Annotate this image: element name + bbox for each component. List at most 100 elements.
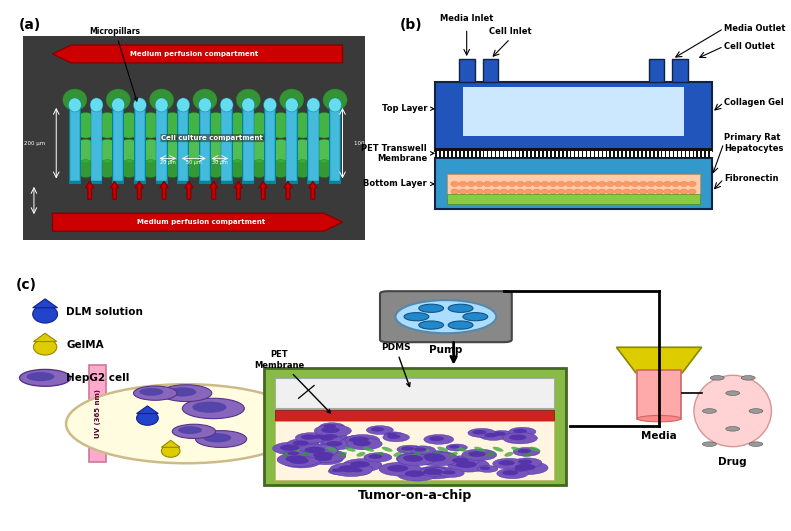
- Circle shape: [449, 445, 460, 449]
- Circle shape: [419, 467, 448, 476]
- Circle shape: [316, 435, 343, 444]
- Circle shape: [192, 401, 226, 413]
- Circle shape: [664, 182, 672, 186]
- FancyArrow shape: [259, 182, 267, 199]
- Circle shape: [313, 434, 326, 439]
- Text: Cell culture compartment: Cell culture compartment: [161, 135, 263, 141]
- Circle shape: [403, 455, 422, 461]
- Circle shape: [404, 313, 429, 321]
- Bar: [178, 105, 188, 182]
- Ellipse shape: [375, 452, 384, 457]
- Ellipse shape: [116, 113, 142, 138]
- Circle shape: [352, 436, 369, 442]
- Bar: [667, 151, 669, 157]
- Ellipse shape: [382, 447, 392, 452]
- Circle shape: [582, 189, 590, 194]
- Circle shape: [517, 449, 531, 453]
- Bar: [286, 105, 297, 182]
- Bar: [481, 151, 483, 157]
- Bar: [580, 151, 582, 157]
- Text: 20 µm: 20 µm: [160, 159, 176, 165]
- Ellipse shape: [246, 113, 272, 138]
- Ellipse shape: [149, 89, 174, 110]
- Circle shape: [702, 409, 717, 413]
- Circle shape: [480, 466, 490, 470]
- Ellipse shape: [193, 89, 217, 110]
- Circle shape: [741, 375, 755, 380]
- Circle shape: [459, 182, 467, 186]
- Circle shape: [416, 452, 459, 466]
- Circle shape: [416, 466, 455, 479]
- Circle shape: [483, 182, 491, 186]
- Bar: [672, 59, 688, 82]
- Bar: [600, 151, 602, 157]
- Circle shape: [623, 189, 630, 194]
- Circle shape: [456, 461, 477, 468]
- Circle shape: [320, 423, 345, 431]
- Bar: [221, 107, 233, 184]
- Circle shape: [282, 455, 321, 468]
- Text: Bottom Layer: Bottom Layer: [363, 179, 433, 189]
- Circle shape: [323, 434, 338, 439]
- Text: 100 µm: 100 µm: [354, 141, 375, 145]
- Bar: [330, 105, 340, 182]
- Bar: [465, 151, 467, 157]
- Text: GelMA: GelMA: [66, 340, 104, 350]
- Bar: [275, 410, 554, 421]
- Circle shape: [317, 432, 347, 442]
- Text: Pump: Pump: [430, 345, 463, 355]
- Circle shape: [448, 321, 473, 329]
- Circle shape: [308, 453, 343, 465]
- Circle shape: [639, 182, 647, 186]
- Bar: [501, 151, 503, 157]
- Circle shape: [749, 442, 763, 447]
- Ellipse shape: [117, 139, 141, 162]
- Polygon shape: [616, 347, 702, 373]
- Circle shape: [324, 424, 336, 428]
- Circle shape: [343, 435, 375, 446]
- Text: Cell Inlet: Cell Inlet: [489, 27, 532, 36]
- Circle shape: [541, 182, 549, 186]
- Circle shape: [315, 455, 332, 461]
- Bar: [134, 107, 146, 184]
- Circle shape: [396, 453, 433, 465]
- Bar: [460, 151, 464, 157]
- Circle shape: [483, 189, 491, 194]
- Bar: [635, 151, 638, 157]
- Ellipse shape: [182, 139, 206, 162]
- Bar: [631, 151, 634, 157]
- Bar: [552, 151, 554, 157]
- Circle shape: [509, 427, 536, 436]
- Circle shape: [590, 189, 598, 194]
- Bar: [587, 151, 590, 157]
- Circle shape: [463, 313, 488, 321]
- Ellipse shape: [138, 113, 164, 138]
- Circle shape: [353, 440, 371, 446]
- Circle shape: [647, 189, 655, 194]
- Circle shape: [524, 189, 532, 194]
- Ellipse shape: [162, 160, 183, 177]
- Circle shape: [472, 430, 486, 434]
- Ellipse shape: [74, 139, 98, 162]
- Circle shape: [287, 451, 299, 455]
- Ellipse shape: [161, 139, 184, 162]
- Circle shape: [442, 470, 456, 475]
- Text: Top Layer: Top Layer: [381, 104, 433, 113]
- FancyArrow shape: [85, 182, 94, 199]
- Ellipse shape: [328, 98, 342, 112]
- Bar: [687, 151, 689, 157]
- Circle shape: [320, 436, 334, 441]
- Ellipse shape: [269, 139, 293, 162]
- Circle shape: [702, 442, 717, 447]
- Bar: [539, 151, 543, 157]
- Circle shape: [346, 438, 382, 450]
- Bar: [243, 105, 254, 182]
- Ellipse shape: [290, 113, 316, 138]
- Circle shape: [508, 182, 516, 186]
- Ellipse shape: [486, 452, 495, 457]
- Bar: [619, 151, 622, 157]
- Circle shape: [415, 451, 456, 464]
- Bar: [89, 365, 106, 462]
- Circle shape: [517, 189, 524, 194]
- Ellipse shape: [249, 160, 270, 177]
